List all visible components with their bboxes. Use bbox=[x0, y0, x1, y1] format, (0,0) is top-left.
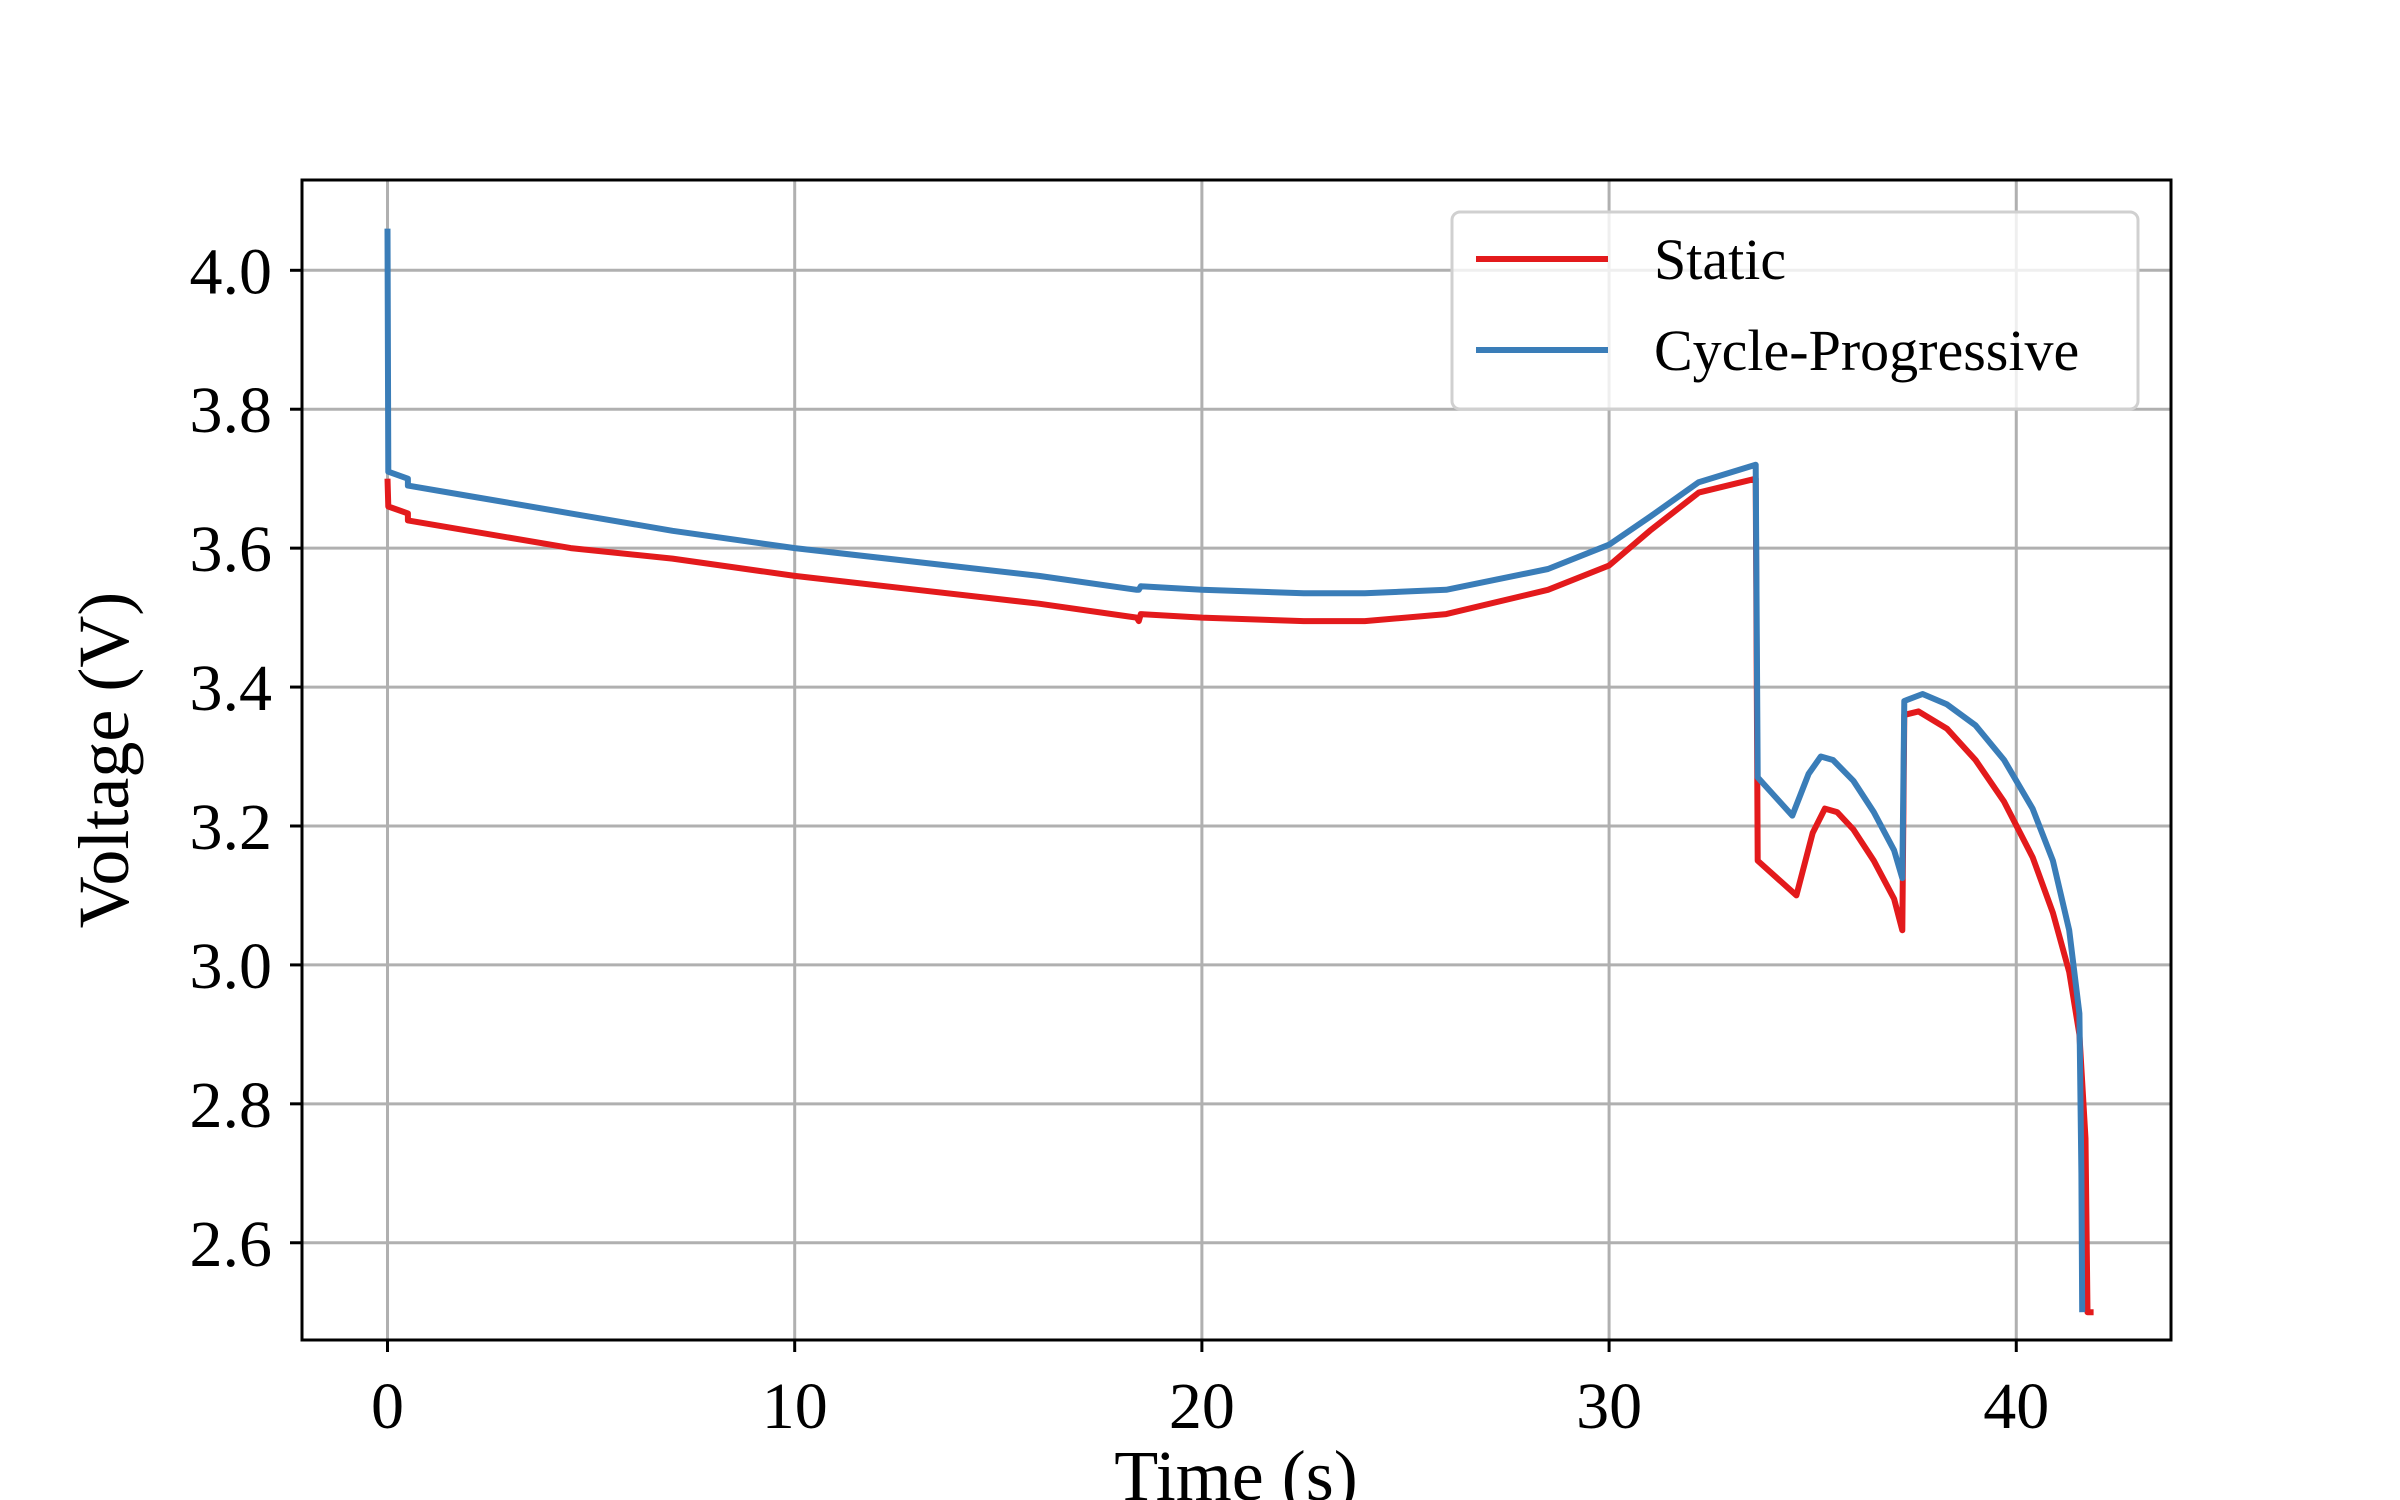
y-tick-label: 3.6 bbox=[190, 513, 273, 586]
plot-frame bbox=[300, 178, 2173, 1342]
y-tick-label: 3.8 bbox=[190, 374, 273, 447]
x-tick-label: 0 bbox=[371, 1370, 404, 1443]
legend-label-cycle-progressive: Cycle-Progressive bbox=[1654, 318, 2079, 383]
x-tick-label: 20 bbox=[1169, 1370, 1235, 1443]
grid bbox=[302, 180, 2171, 1340]
ticks: 0 10 20 30 40 2.6 2.8 3.0 3.2 3.4 3.6 3.8 4.0 bbox=[190, 235, 2050, 1443]
legend-label-static: Static bbox=[1654, 227, 1786, 292]
series-line-cycle-progressive bbox=[384, 228, 2086, 1313]
y-tick-label: 4.0 bbox=[190, 235, 273, 308]
y-tick-label: 3.4 bbox=[190, 652, 273, 725]
x-axis-label: Time (s) bbox=[1114, 1436, 1357, 1500]
x-tick-label: 10 bbox=[762, 1370, 828, 1443]
legend: Static Cycle-Progressive bbox=[1450, 210, 2140, 411]
legend-box bbox=[1450, 210, 2140, 411]
x-tick-label: 30 bbox=[1576, 1370, 1642, 1443]
y-tick-label: 2.6 bbox=[190, 1208, 273, 1281]
y-tick-label: 3.0 bbox=[190, 930, 273, 1003]
series-lines bbox=[384, 228, 2094, 1316]
y-tick-label: 3.2 bbox=[190, 791, 273, 864]
x-tick-label: 40 bbox=[1983, 1370, 2049, 1443]
y-axis-label: Voltage (V) bbox=[64, 592, 144, 929]
y-tick-label: 2.8 bbox=[190, 1069, 273, 1142]
